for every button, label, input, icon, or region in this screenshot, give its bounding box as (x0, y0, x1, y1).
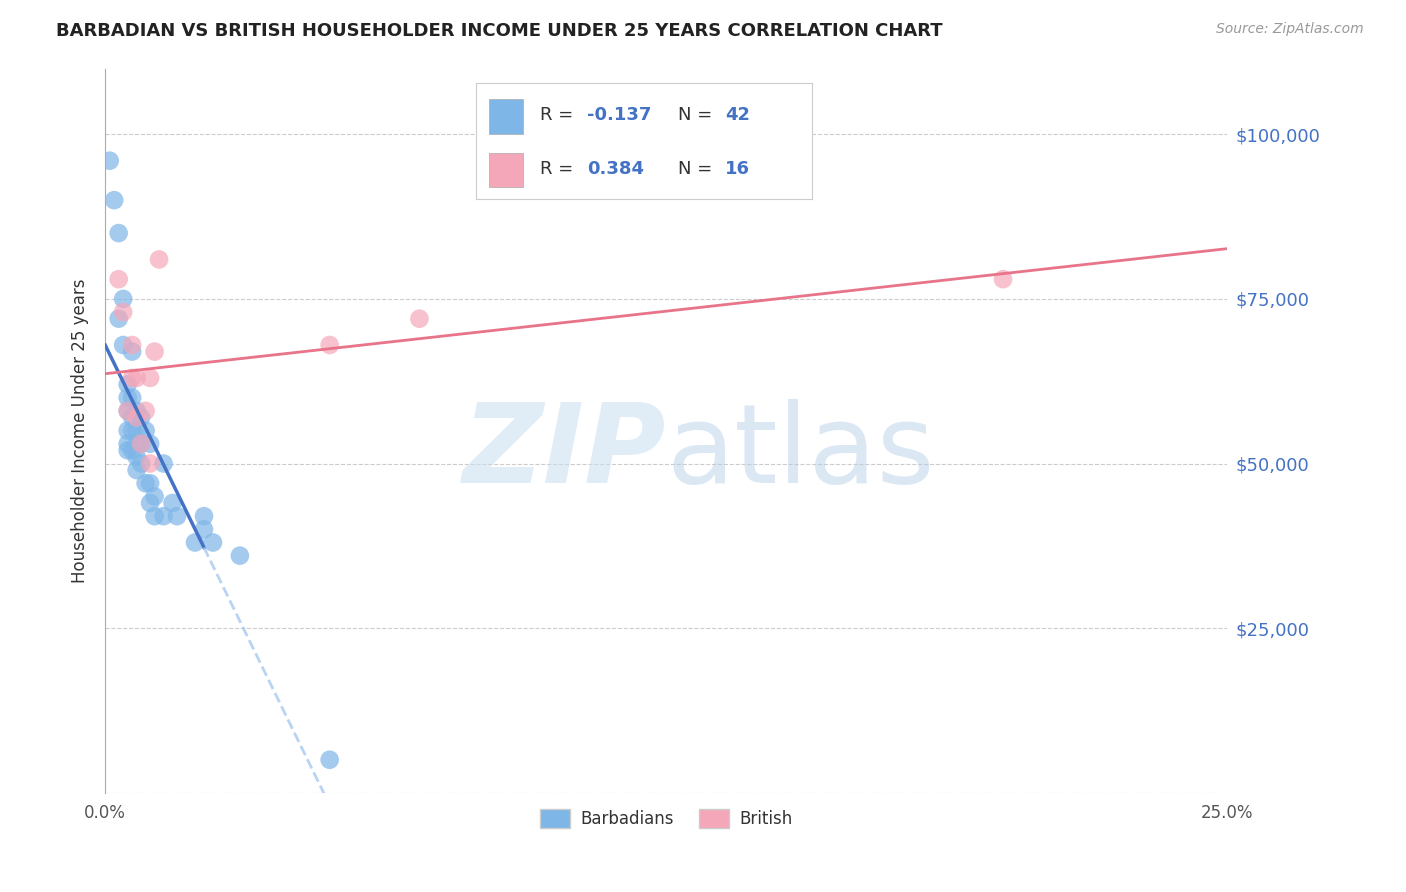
Point (121, 371, 143, 385)
Point (125, 371, 148, 385)
Point (117, 443, 139, 458)
Point (107, 311, 129, 326)
Point (112, 305, 135, 319)
Point (139, 436, 162, 450)
Point (125, 410, 148, 425)
Point (107, 272, 129, 286)
Point (112, 338, 135, 352)
Point (117, 404, 139, 418)
Point (125, 463, 148, 477)
Point (98, 153, 121, 168)
Point (162, 496, 184, 510)
Point (129, 410, 152, 425)
Point (125, 424, 148, 438)
Text: ZIP: ZIP (463, 399, 666, 506)
Point (129, 436, 152, 450)
Point (139, 457, 162, 471)
Point (125, 436, 148, 450)
Point (193, 522, 215, 536)
Point (143, 490, 166, 504)
Point (135, 404, 157, 418)
Point (117, 391, 139, 405)
Point (129, 436, 152, 450)
Point (143, 509, 166, 524)
Point (139, 496, 162, 510)
Point (152, 509, 174, 524)
Point (229, 549, 252, 563)
Text: Source: ZipAtlas.com: Source: ZipAtlas.com (1216, 22, 1364, 37)
Point (125, 450, 148, 464)
Point (103, 193, 125, 207)
Point (152, 457, 174, 471)
Point (135, 476, 157, 491)
Point (121, 443, 143, 458)
Point (125, 404, 148, 418)
Point (166, 509, 188, 524)
Point (121, 344, 143, 359)
Text: atlas: atlas (666, 399, 935, 506)
Text: BARBADIAN VS BRITISH HOUSEHOLDER INCOME UNDER 25 YEARS CORRELATION CHART: BARBADIAN VS BRITISH HOUSEHOLDER INCOME … (56, 22, 943, 40)
Point (201, 535, 224, 549)
Point (139, 476, 162, 491)
Point (107, 226, 129, 240)
Point (148, 252, 170, 267)
Y-axis label: Householder Income Under 25 years: Householder Income Under 25 years (72, 278, 89, 582)
Point (318, 338, 340, 352)
Point (117, 377, 139, 392)
Point (139, 371, 162, 385)
Point (193, 509, 215, 524)
Point (121, 391, 143, 405)
Point (408, 311, 430, 326)
Legend: Barbadians, British: Barbadians, British (534, 803, 799, 835)
Point (135, 424, 157, 438)
Point (121, 410, 143, 425)
Point (117, 404, 139, 418)
Point (117, 436, 139, 450)
Point (129, 457, 152, 471)
Point (121, 338, 143, 352)
Point (318, 753, 340, 767)
Point (117, 424, 139, 438)
Point (143, 344, 166, 359)
Point (184, 535, 207, 549)
Point (121, 424, 143, 438)
Point (112, 292, 135, 306)
Point (991, 272, 1014, 286)
